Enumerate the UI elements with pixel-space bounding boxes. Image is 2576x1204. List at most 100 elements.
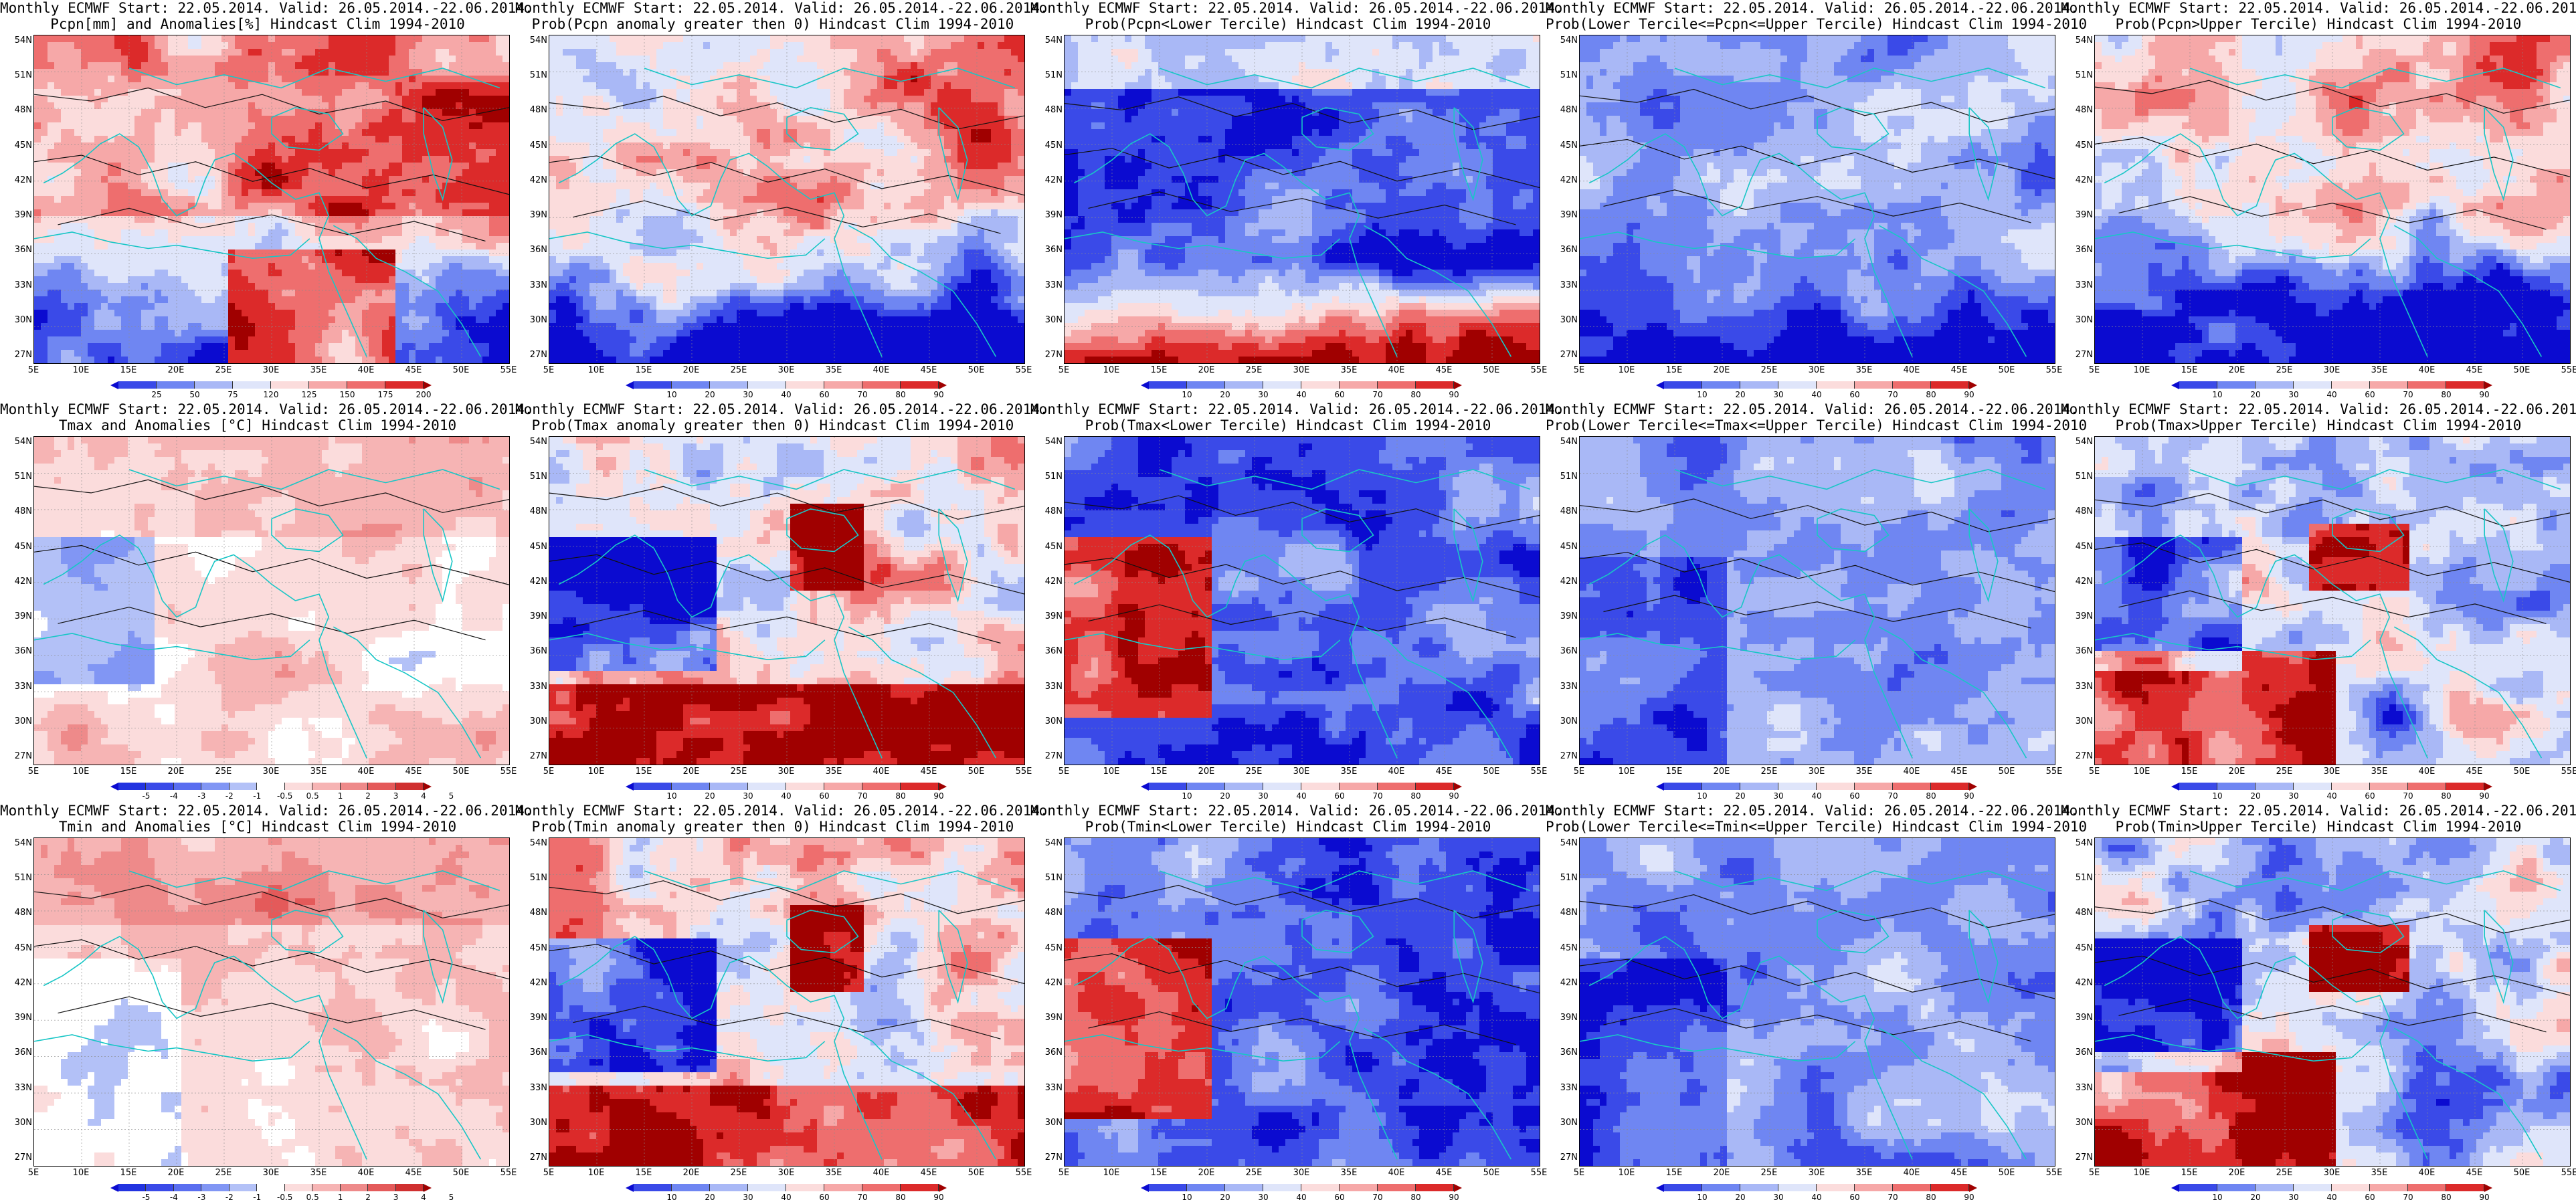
longitude-label: 20E bbox=[1198, 1168, 1215, 1178]
latitude-label: 42N bbox=[1033, 978, 1063, 988]
forecast-map bbox=[33, 837, 510, 1167]
color-bar-swatch bbox=[233, 381, 271, 389]
latitude-label: 39N bbox=[2063, 210, 2093, 220]
map-panel: Monthly ECMWF Start: 22.05.2014. Valid: … bbox=[515, 401, 1048, 803]
longitude-label: 45E bbox=[1436, 365, 1453, 375]
latitude-label: 51N bbox=[1033, 873, 1063, 883]
latitude-label: 48N bbox=[1548, 105, 1578, 115]
isoline bbox=[573, 609, 1001, 644]
longitude-label: 25E bbox=[1761, 767, 1778, 777]
color-bar-swatch bbox=[1740, 1184, 1778, 1191]
latitude-label: 45N bbox=[518, 140, 547, 150]
coastline bbox=[1580, 231, 1856, 260]
latitude-label: 39N bbox=[1548, 1013, 1578, 1023]
latitude-label: 36N bbox=[1033, 1047, 1063, 1058]
color-bar-arrow-right bbox=[939, 381, 947, 389]
map-field bbox=[2095, 437, 2570, 765]
color-bar-label: 40 bbox=[1296, 791, 1306, 801]
longitude-label: 5E bbox=[28, 767, 39, 777]
coastline bbox=[848, 225, 997, 357]
color-bar-swatch bbox=[229, 783, 258, 790]
map-panel: Monthly ECMWF Start: 22.05.2014. Valid: … bbox=[1030, 803, 1564, 1204]
latitude-label: 42N bbox=[518, 978, 547, 988]
longitude-label: 50E bbox=[2514, 767, 2531, 777]
color-bar-arrow-right bbox=[1454, 782, 1462, 791]
latitude-label: 30N bbox=[1033, 1118, 1063, 1128]
color-bar-label: 10 bbox=[666, 791, 676, 801]
color-bar-label: 10 bbox=[2212, 1193, 2222, 1202]
color-bar-swatch bbox=[257, 1184, 285, 1191]
longitude-label: 15E bbox=[636, 1168, 652, 1178]
latitude-label: 51N bbox=[1033, 70, 1063, 80]
longitude-label: 35E bbox=[310, 1168, 327, 1178]
map-panel: Monthly ECMWF Start: 22.05.2014. Valid: … bbox=[0, 401, 533, 803]
color-bar-arrow-left bbox=[626, 381, 634, 389]
panel-title-line2: Prob(Tmax>Upper Tercile) Hindcast Clim 1… bbox=[2061, 417, 2576, 433]
longitude-label: 35E bbox=[1856, 767, 1873, 777]
isoline bbox=[573, 200, 1001, 234]
color-bar-arrow-left bbox=[110, 1183, 118, 1192]
color-bar-label: 80 bbox=[1410, 791, 1420, 801]
latitude-label: 33N bbox=[518, 1083, 547, 1093]
latitude-label: 54N bbox=[518, 35, 547, 45]
coastline bbox=[1065, 231, 1341, 260]
longitude-label: 10E bbox=[2134, 365, 2150, 375]
latitude-label: 39N bbox=[1033, 611, 1063, 621]
color-bar-swatch bbox=[2179, 783, 2217, 790]
color-bar-swatch bbox=[395, 1184, 424, 1191]
longitude-label: 20E bbox=[168, 767, 185, 777]
color-bar-label: 90 bbox=[1449, 390, 1459, 399]
latitude-label: 39N bbox=[1548, 611, 1578, 621]
map-panel: Monthly ECMWF Start: 22.05.2014. Valid: … bbox=[2061, 803, 2576, 1204]
color-bar bbox=[1141, 1183, 1462, 1192]
map-field bbox=[549, 838, 1024, 1166]
color-bar-swatch bbox=[157, 381, 195, 389]
longitude-label: 45E bbox=[2466, 1168, 2483, 1178]
longitude-label: 40E bbox=[1904, 1168, 1920, 1178]
longitude-label: 15E bbox=[2181, 767, 2198, 777]
coastline bbox=[2332, 508, 2405, 553]
longitude-label: 25E bbox=[1761, 1168, 1778, 1178]
map-field bbox=[1580, 437, 2055, 765]
longitude-label: 20E bbox=[1198, 365, 1215, 375]
longitude-label: 5E bbox=[543, 365, 555, 375]
latitude-label: 36N bbox=[518, 245, 547, 255]
isoline bbox=[549, 554, 1024, 595]
color-bar-swatch bbox=[2446, 1184, 2484, 1191]
latitude-label: 30N bbox=[518, 315, 547, 325]
color-bar-label: 70 bbox=[857, 1193, 867, 1202]
color-bar-label: -4 bbox=[170, 1193, 178, 1202]
longitude-label: 55E bbox=[2561, 1168, 2576, 1178]
latitude-label: 42N bbox=[3, 577, 32, 587]
latitude-label: 33N bbox=[518, 280, 547, 290]
longitude-label: 20E bbox=[2229, 767, 2245, 777]
color-bar-label: 10 bbox=[1697, 791, 1707, 801]
longitude-label: 50E bbox=[968, 365, 985, 375]
color-bar-swatch bbox=[1931, 381, 1969, 389]
latitude-label: 33N bbox=[2063, 1083, 2093, 1093]
isoline bbox=[573, 1005, 1001, 1039]
color-bar-swatch bbox=[901, 1184, 939, 1191]
color-bar-swatch bbox=[368, 1184, 396, 1191]
longitude-label: 20E bbox=[683, 767, 700, 777]
latitude-label: 33N bbox=[1033, 1083, 1063, 1093]
panel-title-line1: Monthly ECMWF Start: 22.05.2014. Valid: … bbox=[1546, 0, 2079, 16]
color-bar-label: 4 bbox=[421, 791, 426, 801]
color-bar-swatch bbox=[786, 783, 824, 790]
latitude-label: 42N bbox=[2063, 978, 2093, 988]
color-bar-swatch bbox=[1817, 381, 1855, 389]
latitude-label: 30N bbox=[2063, 315, 2093, 325]
coastline bbox=[1301, 508, 1374, 553]
color-bar-label: 20 bbox=[1735, 390, 1745, 399]
color-bar-swatch bbox=[1378, 783, 1416, 790]
map-panel: Monthly ECMWF Start: 22.05.2014. Valid: … bbox=[2061, 0, 2576, 401]
latitude-label: 27N bbox=[1548, 751, 1578, 761]
coastline bbox=[1968, 107, 1999, 201]
longitude-label: 10E bbox=[1619, 767, 1635, 777]
color-bar-swatch bbox=[1817, 1184, 1855, 1191]
longitude-label: 45E bbox=[921, 1168, 937, 1178]
color-bar-label: 30 bbox=[2288, 791, 2298, 801]
coastline bbox=[549, 231, 826, 260]
color-bar-label: 80 bbox=[1410, 390, 1420, 399]
color-bar-label: 120 bbox=[264, 390, 279, 399]
